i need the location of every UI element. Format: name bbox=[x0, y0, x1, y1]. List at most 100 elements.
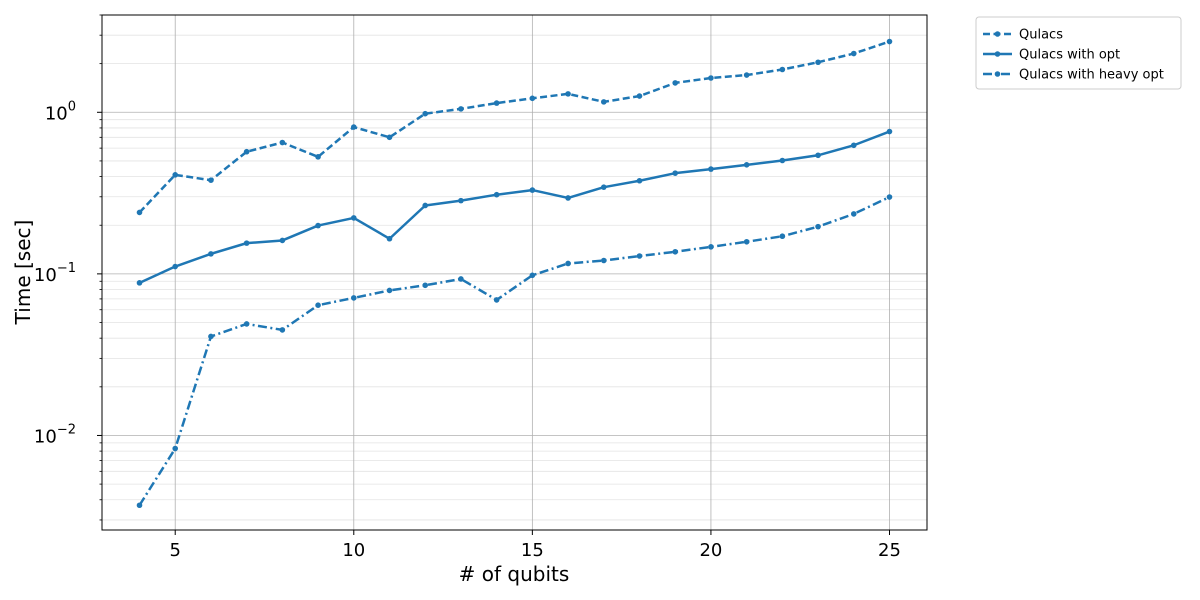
data-point bbox=[743, 72, 750, 78]
data-point bbox=[600, 99, 607, 105]
major-grid bbox=[102, 15, 927, 530]
data-point bbox=[422, 202, 429, 209]
data-point bbox=[458, 106, 464, 112]
legend-marker bbox=[994, 51, 1001, 57]
data-point bbox=[565, 260, 571, 267]
data-point bbox=[600, 184, 607, 190]
x-tick-label: 5 bbox=[169, 540, 180, 561]
series-2 bbox=[136, 128, 893, 286]
data-point bbox=[315, 154, 321, 160]
data-point bbox=[243, 240, 250, 246]
data-point bbox=[636, 93, 643, 99]
data-point bbox=[386, 134, 393, 141]
legend: Qulacs Qulacs with opt Qulacs with heavy o… bbox=[975, 16, 1182, 90]
series-line bbox=[138, 195, 891, 506]
legend-frame bbox=[975, 16, 1182, 90]
data-point bbox=[458, 276, 464, 282]
legend-label: Qulacs bbox=[1019, 28, 1063, 43]
data-point bbox=[636, 253, 643, 259]
x-tick-label: 15 bbox=[521, 540, 544, 561]
data-point bbox=[708, 75, 714, 81]
x-axis: 5 10 15 20 25 bbox=[169, 530, 901, 561]
data-point bbox=[493, 100, 500, 106]
series-3 bbox=[136, 194, 893, 509]
data-point bbox=[208, 251, 214, 257]
data-point bbox=[672, 248, 679, 255]
data-point bbox=[815, 223, 821, 230]
data-point bbox=[779, 66, 786, 73]
y-tick-exponent: −1 bbox=[57, 261, 76, 276]
plot-area bbox=[102, 15, 927, 530]
data-point bbox=[422, 110, 429, 117]
data-point bbox=[672, 80, 679, 86]
data-point bbox=[172, 263, 179, 270]
data-point bbox=[886, 194, 893, 200]
data-point bbox=[850, 142, 857, 149]
data-point bbox=[279, 327, 286, 333]
data-point bbox=[743, 238, 750, 245]
data-point bbox=[815, 152, 821, 159]
data-point bbox=[672, 170, 679, 176]
data-point bbox=[279, 139, 286, 146]
series-1 bbox=[136, 38, 893, 216]
y-tick-exponent: −2 bbox=[57, 422, 76, 437]
data-point bbox=[350, 124, 357, 130]
x-tick-label: 25 bbox=[878, 540, 901, 561]
data-point bbox=[529, 272, 536, 279]
legend-marker bbox=[994, 71, 1001, 77]
plot-frame bbox=[101, 14, 928, 531]
data-point bbox=[493, 297, 500, 303]
legend-entry: Qulacs with opt bbox=[983, 48, 1120, 63]
x-tick-label: 20 bbox=[699, 540, 722, 561]
data-point bbox=[708, 244, 714, 250]
data-point bbox=[886, 128, 893, 135]
data-point bbox=[350, 295, 357, 301]
data-point bbox=[279, 237, 286, 244]
data-point bbox=[529, 95, 536, 102]
legend-label: Qulacs with heavy opt bbox=[1019, 68, 1164, 83]
data-point bbox=[493, 191, 500, 198]
data-point bbox=[886, 38, 893, 45]
data-point bbox=[172, 445, 179, 452]
x-tick-label: 10 bbox=[342, 540, 365, 561]
data-point bbox=[779, 233, 786, 240]
data-point bbox=[208, 333, 214, 340]
data-point bbox=[243, 321, 250, 327]
data-point bbox=[850, 50, 857, 57]
data-point bbox=[386, 235, 393, 242]
data-point bbox=[779, 157, 786, 164]
data-point bbox=[743, 162, 750, 168]
data-point bbox=[422, 282, 429, 289]
data-point bbox=[172, 172, 179, 178]
data-point bbox=[565, 91, 571, 97]
series-line bbox=[138, 130, 890, 284]
data-point bbox=[208, 177, 214, 183]
data-point bbox=[136, 280, 143, 286]
legend-marker bbox=[994, 31, 1001, 37]
data-point bbox=[350, 215, 357, 221]
data-point bbox=[458, 197, 464, 204]
legend-entry: Qulacs bbox=[983, 28, 1063, 43]
data-point bbox=[315, 222, 321, 229]
legend-entry: Qulacs with heavy opt bbox=[983, 68, 1164, 83]
data-point bbox=[315, 302, 321, 308]
series-line bbox=[138, 40, 890, 214]
y-axis-label: Time [sec] bbox=[11, 220, 35, 326]
data-point bbox=[243, 148, 250, 155]
legend-label: Qulacs with opt bbox=[1019, 48, 1120, 63]
data-point bbox=[386, 287, 393, 294]
series-layer bbox=[136, 38, 893, 509]
y-tick-exponent: 0 bbox=[68, 99, 76, 114]
data-point bbox=[136, 502, 143, 509]
data-point bbox=[815, 59, 821, 66]
data-point bbox=[136, 209, 143, 216]
data-point bbox=[708, 166, 714, 172]
data-point bbox=[529, 187, 536, 193]
x-axis-label: # of qubits bbox=[459, 562, 570, 586]
data-point bbox=[565, 195, 571, 201]
data-point bbox=[600, 257, 607, 264]
data-point bbox=[636, 177, 643, 184]
data-point bbox=[850, 211, 857, 217]
